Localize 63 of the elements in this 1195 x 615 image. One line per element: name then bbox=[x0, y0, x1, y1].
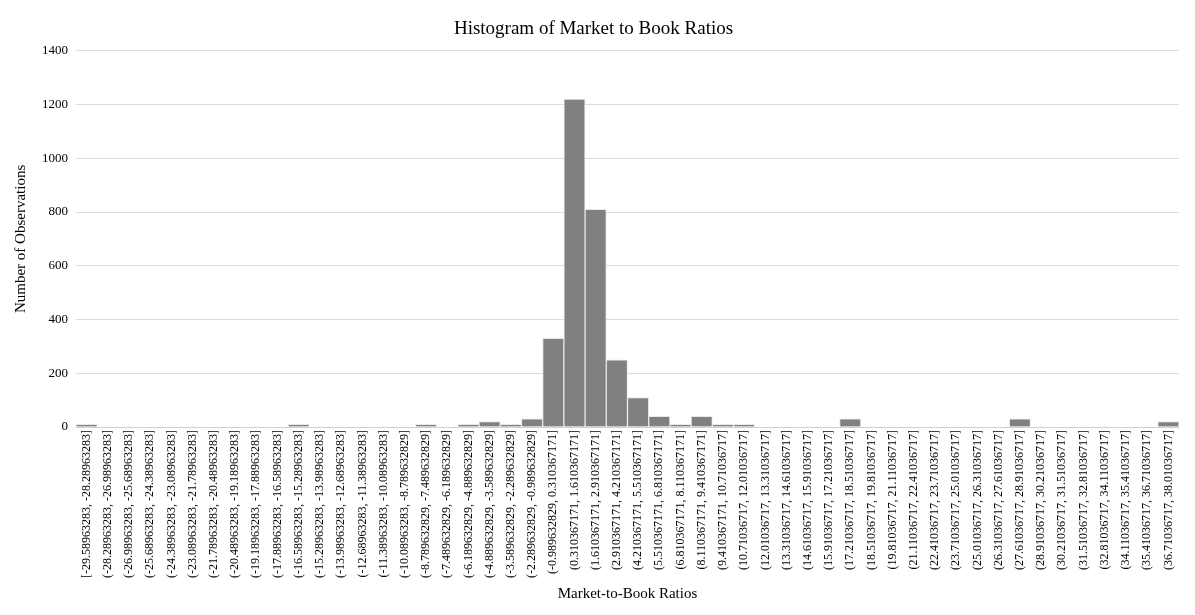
y-tick-label: 200 bbox=[48, 364, 68, 380]
x-tick-label: (-12.68963283, -11.38963283] bbox=[354, 430, 369, 578]
x-tick-label: (28.91036717, 30.21036717] bbox=[1033, 430, 1048, 571]
x-tick-label: (30.21036717, 31.51036717] bbox=[1054, 430, 1069, 571]
x-tick-label: (31.51036717, 32.81036717] bbox=[1075, 430, 1090, 571]
x-tick-label: (35.41036717, 36.71036717] bbox=[1139, 430, 1154, 571]
x-tick-label: (19.81036717, 21.11036717] bbox=[884, 430, 899, 570]
x-tick-label: (-20.48963283, -19.18963283] bbox=[227, 430, 242, 578]
x-tick-label: (1.610367171, 2.910367171] bbox=[587, 430, 602, 571]
x-tick-label: (17.21036717, 18.51036717] bbox=[842, 430, 857, 571]
x-tick-label: (-25.68963283, -24.38963283] bbox=[142, 430, 157, 578]
x-tick-label: (23.71036717, 25.01036717] bbox=[948, 430, 963, 571]
x-tick-label: (-24.38963283, -23.08963283] bbox=[163, 430, 178, 578]
x-tick-label: (27.61036717, 28.91036717] bbox=[1012, 430, 1027, 571]
y-tick-label: 1400 bbox=[42, 42, 68, 58]
x-tick-label: (15.91036717, 17.21036717] bbox=[821, 430, 836, 571]
x-tick-label: (0.310367171, 1.610367171] bbox=[566, 430, 581, 571]
x-tick-label: (-16.58963283, -15.28963283] bbox=[290, 430, 305, 578]
x-tick-label: (-8.789632829, -7.489632829] bbox=[418, 430, 433, 578]
x-tick-label: (34.11036717, 35.41036717] bbox=[1118, 430, 1133, 570]
x-tick-label: (-13.98963283, -12.68963283] bbox=[333, 430, 348, 578]
x-tick-label: (6.810367171, 8.110367171] bbox=[672, 430, 687, 570]
x-tick-label: (4.210367171, 5.510367171] bbox=[630, 430, 645, 571]
y-tick-label: 1000 bbox=[42, 149, 68, 165]
x-tick-label: (-23.08963283, -21.78963283] bbox=[184, 430, 199, 578]
chart-title: Histogram of Market to Book Ratios bbox=[453, 17, 734, 39]
x-tick-label: (14.61036717, 15.91036717] bbox=[799, 430, 814, 571]
x-tick-label: (-10.08963283, -8.789632829] bbox=[396, 430, 411, 578]
x-tick-label: (-0.989632829, 0.310367171] bbox=[545, 430, 560, 575]
y-tick-label: 0 bbox=[61, 418, 68, 434]
x-tick-label: (21.11036717, 22.41036717] bbox=[906, 430, 921, 570]
y-axis-title: Number of Observations bbox=[11, 164, 28, 314]
x-tick-label: (32.81036717, 34.11036717] bbox=[1096, 430, 1111, 570]
x-axis-title: Market-to-Book Ratios bbox=[557, 584, 698, 601]
x-tick-label: [-29.58963283, -28.28963283] bbox=[78, 430, 93, 578]
x-tick-label: (5.510367171, 6.810367171] bbox=[651, 430, 666, 571]
x-tick-label: (22.41036717, 23.71036717] bbox=[927, 430, 942, 571]
x-tick-label: (2.910367171, 4.210367171] bbox=[609, 430, 624, 571]
x-tick-label: (26.31036717, 27.61036717] bbox=[990, 430, 1005, 571]
x-tick-label: (-11.38963283, -10.08963283] bbox=[375, 430, 390, 578]
x-tick-label: (-15.28963283, -13.98963283] bbox=[312, 430, 327, 578]
x-tick-label: (-21.78963283, -20.48963283] bbox=[206, 430, 221, 578]
x-tick-label: (10.71036717, 12.01036717] bbox=[736, 430, 751, 571]
x-tick-label: (-4.889632829, -3.589632829] bbox=[481, 430, 496, 578]
x-tick-label: (-2.289632829, -0.989632829] bbox=[524, 430, 539, 578]
x-tick-label: (13.31036717, 14.61036717] bbox=[778, 430, 793, 571]
x-tick-label: (-19.18963283, -17.88963283] bbox=[248, 430, 263, 578]
y-tick-label: 1200 bbox=[42, 95, 68, 111]
x-tick-label: (-17.88963283, -16.58963283] bbox=[269, 430, 284, 578]
y-tick-label: 600 bbox=[48, 257, 68, 273]
x-tick-label: (-26.98963283, -25.68963283] bbox=[121, 430, 136, 578]
y-tick-label: 400 bbox=[48, 310, 68, 326]
y-tick-label: 800 bbox=[48, 203, 68, 219]
x-tick-label: (9.410367171, 10.71036717] bbox=[715, 430, 730, 571]
x-tick-label: (18.51036717, 19.81036717] bbox=[863, 430, 878, 571]
x-tick-label: (8.110367171, 9.410367171] bbox=[693, 430, 708, 570]
x-tick-label: (25.01036717, 26.31036717] bbox=[969, 430, 984, 571]
x-tick-label: (-3.589632829, -2.289632829] bbox=[502, 430, 517, 578]
x-tick-label: (-6.189632829, -4.889632829] bbox=[460, 430, 475, 578]
x-tick-label: (-28.28963283, -26.98963283] bbox=[99, 430, 114, 578]
x-tick-label: (12.01036717, 13.31036717] bbox=[757, 430, 772, 571]
x-tick-label: (36.71036717, 38.01036717] bbox=[1160, 430, 1175, 571]
x-tick-label: (-7.489632829, -6.189632829] bbox=[439, 430, 454, 578]
